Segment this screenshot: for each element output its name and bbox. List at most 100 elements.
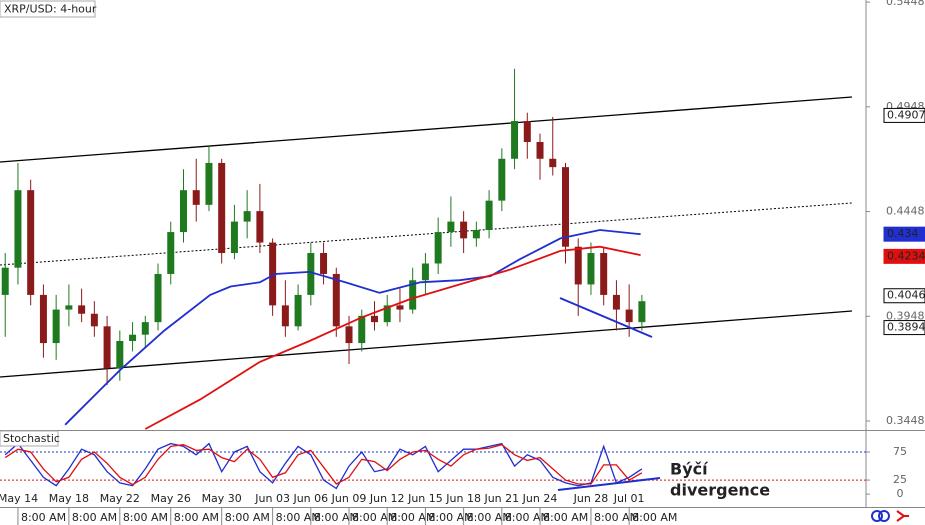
- divergence-line-osc: [557, 477, 661, 491]
- candle-body: [205, 162, 213, 205]
- stochastic-panel: [0, 442, 866, 490]
- candle-body: [307, 253, 315, 295]
- candle-body: [103, 326, 111, 369]
- time-label: 8:00 AM: [123, 511, 168, 524]
- price-tag-label: 0.3894: [887, 321, 925, 334]
- candle-body: [536, 142, 544, 159]
- moving-average: [144, 245, 641, 430]
- candle-body: [141, 322, 149, 335]
- candle-body: [281, 305, 289, 327]
- y-tick-label: 0: [897, 487, 904, 500]
- icon[interactable]: [896, 510, 909, 522]
- candle-body: [1, 267, 9, 295]
- candle-body: [447, 221, 455, 233]
- x-tick-label: Jun 06: [292, 492, 328, 505]
- icon[interactable]: [878, 510, 890, 522]
- candle-body: [523, 121, 531, 143]
- candle-body: [243, 211, 251, 222]
- candle-body: [409, 280, 417, 310]
- candle-body: [561, 167, 569, 247]
- candle-body: [612, 294, 620, 310]
- candle-body: [129, 334, 137, 341]
- candle-body: [320, 253, 328, 274]
- time-label: 8:00 AM: [543, 511, 588, 524]
- candle-body: [116, 340, 124, 369]
- x-tick-label: May 30: [202, 492, 242, 505]
- time-label: 8:00 AM: [72, 511, 117, 524]
- y-tick-label: 25: [893, 473, 907, 486]
- candle-body: [472, 229, 480, 239]
- candle-body: [396, 305, 404, 310]
- channel-lower: [0, 310, 853, 378]
- candle-body: [230, 221, 238, 254]
- time-label: 8:00 AM: [428, 511, 473, 524]
- chart-title: XRP/USD: 4-hour: [4, 3, 97, 16]
- y-tick-label: 0.3948: [886, 309, 925, 322]
- main-panel: [1, 68, 646, 430]
- candle-body: [78, 305, 86, 314]
- icon[interactable]: [871, 510, 883, 522]
- candle-body: [179, 190, 187, 233]
- candle-body: [192, 190, 200, 205]
- candle-body: [27, 190, 35, 295]
- title-box: [0, 0, 96, 18]
- time-label: 8:00 AM: [594, 511, 639, 524]
- price-tag-label: 0.4046: [887, 289, 925, 302]
- candle-body: [332, 273, 340, 327]
- price-tag: [883, 248, 925, 264]
- candle-body: [587, 253, 595, 285]
- moving-average: [64, 229, 641, 426]
- time-label: 8:00 AM: [352, 511, 397, 524]
- candle-body: [600, 253, 608, 295]
- x-tick-label: Jun 03: [254, 492, 290, 505]
- time-label: 8:00 AM: [225, 511, 270, 524]
- candle-body: [294, 294, 302, 327]
- x-tick-label: Jun 28: [573, 492, 609, 505]
- oscillator-line: [4, 443, 643, 486]
- price-tag: [883, 107, 925, 123]
- candle-body: [65, 305, 73, 310]
- price-tag: [883, 288, 925, 304]
- candle-body: [154, 273, 162, 323]
- candle-body: [90, 313, 98, 327]
- candle-body: [14, 190, 22, 268]
- x-tick-label: Jul 01: [613, 492, 645, 505]
- price-tag: [883, 226, 925, 242]
- time-label: 8:00 AM: [314, 511, 359, 524]
- icons[interactable]: [871, 510, 909, 522]
- price-tag: [883, 320, 925, 336]
- candle-body: [549, 158, 557, 168]
- candle-body: [485, 200, 493, 230]
- candle-body: [269, 242, 277, 306]
- candle-body: [383, 305, 391, 323]
- time-label: 8:00 AM: [632, 511, 677, 524]
- candle-body: [625, 309, 633, 323]
- time-label: 8:00 AM: [21, 511, 66, 524]
- candle-body: [39, 294, 47, 344]
- x-tick-label: Jun 18: [445, 492, 481, 505]
- x-tick-label: Jun 12: [369, 492, 405, 505]
- price-tag-label: 0.434: [887, 227, 919, 240]
- candle-body: [638, 301, 646, 323]
- candle-body: [218, 162, 226, 254]
- candle-body: [574, 246, 582, 285]
- candle-body: [370, 315, 378, 323]
- x-tick-label: May 22: [100, 492, 140, 505]
- y-tick-label: 0.5448: [886, 0, 925, 8]
- x-tick-label: May 14: [0, 492, 38, 505]
- annotation: divergence: [670, 481, 770, 500]
- y-tick-label: 75: [893, 445, 907, 458]
- x-tick-label: May 26: [151, 492, 191, 505]
- candle-body: [256, 211, 264, 243]
- x-tick-label: Jun 15: [407, 492, 443, 505]
- channel-upper: [0, 96, 853, 163]
- time-label: 8:00 AM: [467, 511, 512, 524]
- osc-title: Stochastic: [3, 432, 60, 445]
- y-tick-label: 0.3448: [886, 414, 925, 427]
- time-label: 8:00 AM: [505, 511, 550, 524]
- divergence-line: [559, 297, 653, 338]
- x-tick-label: Jun 21: [483, 492, 519, 505]
